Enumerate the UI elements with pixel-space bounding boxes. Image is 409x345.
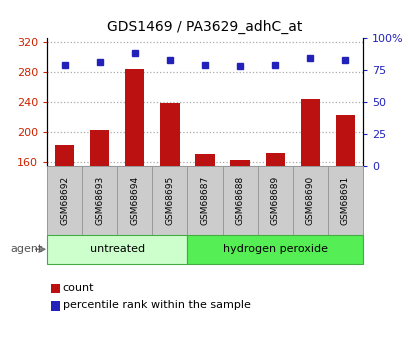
Bar xyxy=(335,115,354,166)
Text: hydrogen peroxide: hydrogen peroxide xyxy=(222,244,327,254)
Text: GSM68695: GSM68695 xyxy=(165,176,174,225)
Text: GSM68690: GSM68690 xyxy=(305,176,314,225)
Bar xyxy=(160,103,179,166)
Text: GSM68692: GSM68692 xyxy=(60,176,69,225)
Bar xyxy=(90,130,109,166)
Bar xyxy=(230,160,249,166)
Bar xyxy=(55,145,74,166)
Bar xyxy=(265,153,284,166)
Text: GSM68693: GSM68693 xyxy=(95,176,104,225)
Text: GSM68689: GSM68689 xyxy=(270,176,279,225)
Text: GSM68691: GSM68691 xyxy=(340,176,349,225)
Text: untreated: untreated xyxy=(90,244,144,254)
Text: percentile rank within the sample: percentile rank within the sample xyxy=(63,300,250,310)
Text: GSM68694: GSM68694 xyxy=(130,176,139,225)
Text: agent: agent xyxy=(11,244,43,254)
Bar xyxy=(125,69,144,166)
Bar xyxy=(300,99,319,166)
Text: GSM68687: GSM68687 xyxy=(200,176,209,225)
Text: GSM68688: GSM68688 xyxy=(235,176,244,225)
Bar xyxy=(195,154,214,166)
Title: GDS1469 / PA3629_adhC_at: GDS1469 / PA3629_adhC_at xyxy=(107,20,302,34)
Text: count: count xyxy=(63,283,94,293)
